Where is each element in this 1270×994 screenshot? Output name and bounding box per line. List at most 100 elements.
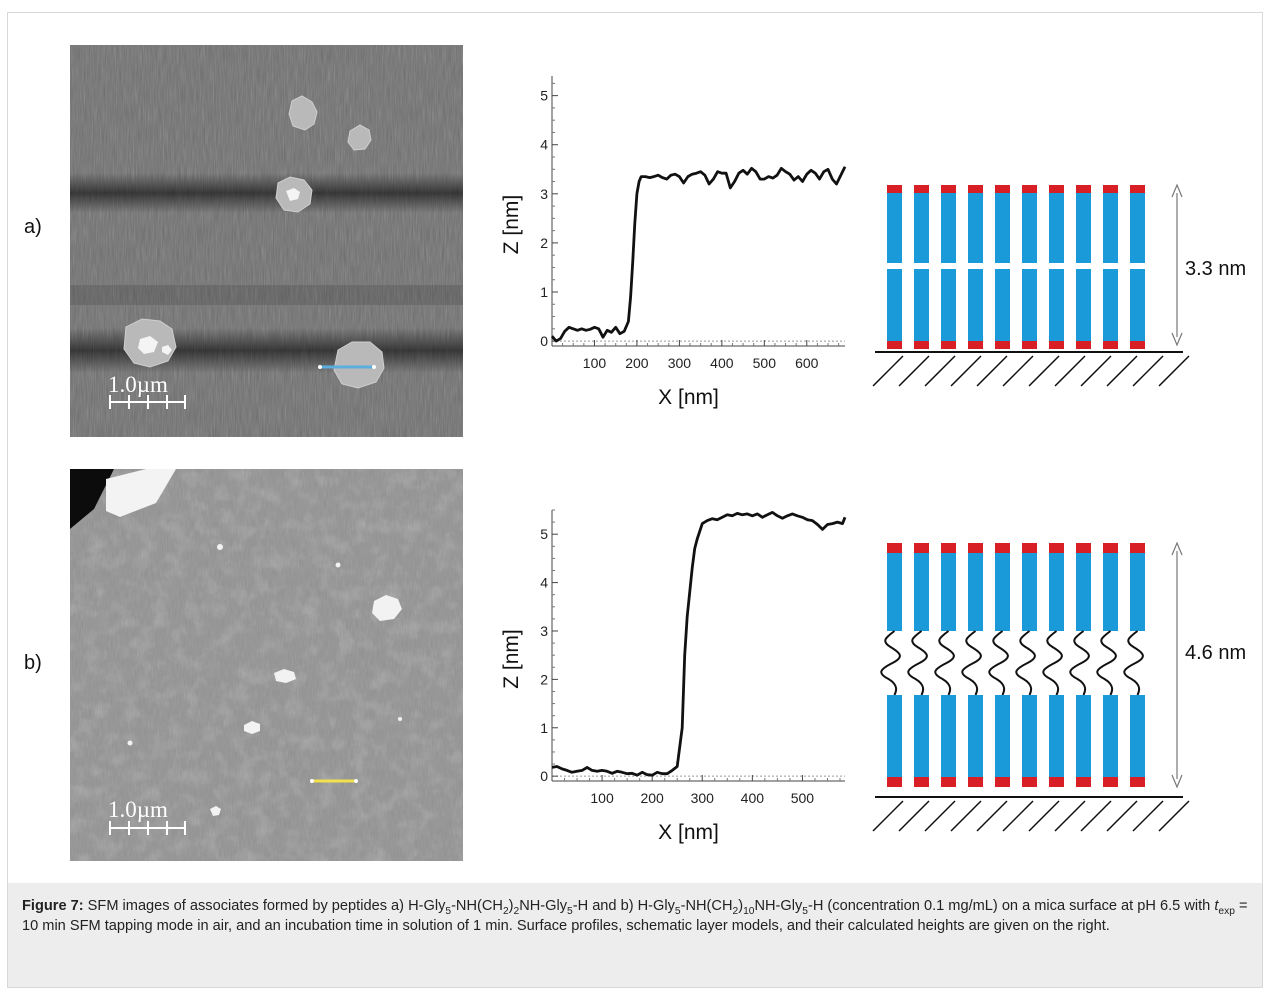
molecule-body-a — [1103, 193, 1118, 263]
molecule-body-b — [887, 695, 902, 777]
molecule-cap-a — [887, 185, 902, 193]
molecule-cap-b — [968, 777, 983, 787]
x-tick-label-a-500: 500 — [753, 355, 777, 371]
molecule-body-b — [1022, 695, 1037, 777]
arrow-head-bottom-b — [1171, 774, 1183, 789]
linker-chain-b — [1015, 630, 1036, 696]
y-axis-label-a: Z [nm] — [500, 195, 523, 255]
molecule-cap-a — [1103, 341, 1118, 349]
molecule-cap-b — [1049, 777, 1064, 787]
scale-bar-label-b: 1.0µm — [108, 797, 168, 822]
panel-label-b: b) — [24, 652, 42, 674]
x-tick-label-a-200: 200 — [625, 355, 649, 371]
molecule-body-b — [1049, 553, 1064, 631]
surface-hatch-b — [1158, 800, 1190, 832]
model-height-label-a: 3.3 nm — [1185, 258, 1247, 280]
molecule-b — [961, 543, 983, 787]
molecule-cap-a — [995, 341, 1010, 349]
molecule-body-a — [1076, 269, 1091, 341]
molecule-cap-b — [1103, 543, 1118, 553]
molecule-a — [1103, 185, 1118, 349]
y-axis-label-b: Z [nm] — [500, 629, 523, 689]
molecule-body-a — [914, 193, 929, 263]
surface-hatch-a — [1054, 355, 1086, 387]
surface-hatch-a — [1132, 355, 1164, 387]
surface-hatch-b — [1106, 800, 1138, 832]
y-tick-label-b-5: 5 — [540, 526, 548, 542]
molecule-b — [907, 543, 929, 787]
surface-hatch-a — [872, 355, 904, 387]
model-height-label-b: 4.6 nm — [1185, 642, 1247, 664]
molecule-cap-a — [968, 185, 983, 193]
molecule-a — [941, 185, 956, 349]
molecule-cap-b — [1049, 543, 1064, 553]
x-tick-label-a-300: 300 — [668, 355, 692, 371]
molecule-body-b — [1049, 695, 1064, 777]
surface-hatch-b — [1080, 800, 1112, 832]
molecule-cap-b — [1022, 543, 1037, 553]
linker-chain-b — [907, 630, 928, 696]
molecule-body-b — [914, 553, 929, 631]
molecule-cap-a — [968, 341, 983, 349]
molecule-a — [1130, 185, 1145, 349]
y-tick-label-a-0: 0 — [540, 333, 548, 349]
x-tick-label-a-100: 100 — [583, 355, 607, 371]
y-tick-label-a-1: 1 — [540, 284, 548, 300]
x-tick-label-b-200: 200 — [640, 790, 664, 806]
molecule-cap-b — [1076, 543, 1091, 553]
x-tick-label-b-400: 400 — [741, 790, 765, 806]
molecule-cap-b — [1130, 777, 1145, 787]
molecule-body-b — [887, 553, 902, 631]
x-axis-label-b: X [nm] — [658, 821, 719, 844]
molecule-cap-a — [914, 185, 929, 193]
molecule-cap-a — [914, 341, 929, 349]
surface-hatch-a — [950, 355, 982, 387]
surface-hatch-a — [1158, 355, 1190, 387]
molecule-a — [995, 185, 1010, 349]
y-tick-label-b-1: 1 — [540, 720, 548, 736]
molecule-cap-a — [1130, 341, 1145, 349]
molecule-body-b — [914, 695, 929, 777]
molecule-body-a — [968, 269, 983, 341]
x-tick-label-a-400: 400 — [710, 355, 734, 371]
y-tick-label-a-5: 5 — [540, 88, 548, 104]
molecule-body-a — [887, 269, 902, 341]
surface-hatch-b — [1054, 800, 1086, 832]
surface-hatch-a — [1106, 355, 1138, 387]
surface-hatch-b — [1132, 800, 1164, 832]
molecule-body-b — [995, 695, 1010, 777]
profile-line-a — [550, 166, 847, 343]
molecule-b — [934, 543, 956, 787]
molecule-body-b — [941, 695, 956, 777]
molecule-b — [1069, 543, 1091, 787]
molecule-cap-b — [941, 543, 956, 553]
arrow-head-top-b — [1171, 541, 1183, 556]
molecule-body-a — [887, 193, 902, 263]
linker-chain-b — [1042, 630, 1063, 696]
height-profile-chart-a: 0 1 2 3 4 5 100 200 300 400 500 600 X [nm] Z [nm] — [500, 76, 847, 409]
molecule-body-a — [1022, 269, 1037, 341]
molecule-a — [1076, 185, 1091, 349]
molecule-cap-a — [1022, 341, 1037, 349]
molecule-a — [887, 185, 902, 349]
molecule-body-a — [1049, 193, 1064, 263]
molecule-cap-b — [1130, 543, 1145, 553]
molecule-cap-b — [1076, 777, 1091, 787]
molecule-body-b — [941, 553, 956, 631]
height-profile-chart-b: 0 1 2 3 4 5 100 200 300 400 500 X [nm] Z [nm] — [500, 509, 847, 844]
surface-hatch-a — [924, 355, 956, 387]
molecule-body-b — [968, 553, 983, 631]
molecule-body-b — [1076, 695, 1091, 777]
molecule-b — [880, 543, 902, 787]
molecule-cap-b — [914, 543, 929, 553]
molecule-a — [1022, 185, 1037, 349]
molecule-cap-a — [1103, 185, 1118, 193]
y-tick-label-a-2: 2 — [540, 235, 548, 251]
linker-chain-b — [961, 630, 982, 696]
molecule-cap-b — [995, 777, 1010, 787]
molecule-cap-a — [1049, 185, 1064, 193]
y-tick-label-a-3: 3 — [540, 186, 548, 202]
molecule-b — [1042, 543, 1064, 787]
linker-chain-b — [1096, 630, 1117, 696]
layer-model-b — [872, 541, 1190, 832]
